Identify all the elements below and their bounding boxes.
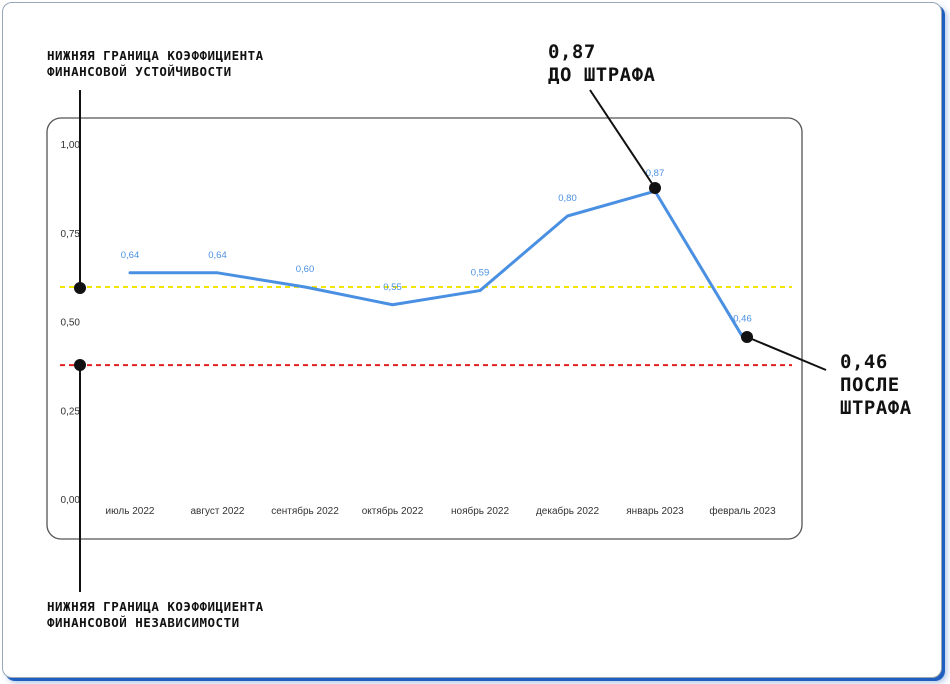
callout-dot-after-penalty	[741, 331, 753, 343]
after-penalty-text-line1: ПОСЛЕ	[840, 374, 900, 396]
x-tick-label: ноябрь 2022	[451, 505, 509, 517]
y-axis-ticks: 0,00 0,25 0,50 0,75 1,00	[61, 140, 81, 506]
after-penalty-value: 0,46	[840, 351, 888, 373]
callouts	[74, 89, 827, 592]
x-tick-label: октябрь 2022	[362, 505, 424, 517]
reference-lines	[60, 286, 792, 367]
x-tick-label: июль 2022	[106, 506, 155, 517]
data-label: 0,55	[383, 282, 402, 293]
x-tick-label: февраль 2023	[709, 505, 776, 517]
outer-frame	[2, 2, 942, 678]
x-tick-label: август 2022	[190, 506, 244, 517]
callout-dot-upper-bound	[74, 282, 86, 294]
callout-dot-lower-bound	[74, 359, 86, 371]
data-label: 0,87	[646, 168, 665, 179]
callout-line-after-penalty	[746, 336, 827, 371]
y-tick-label: 0,50	[61, 318, 81, 329]
data-label: 0,46	[733, 314, 752, 325]
x-tick-label: декабрь 2022	[536, 505, 600, 517]
data-label: 0,64	[208, 250, 227, 261]
y-tick-label: 0,75	[61, 229, 81, 240]
before-penalty-value: 0,87	[548, 41, 596, 63]
plot-box	[46, 117, 803, 540]
x-tick-label: сентябрь 2022	[271, 505, 339, 517]
after-penalty-text-line2: ШТРАФА	[840, 397, 912, 419]
before-penalty-text: ДО ШТРАФА	[548, 64, 656, 86]
callout-dot-before-penalty	[649, 182, 661, 194]
x-tick-label: январь 2023	[626, 506, 684, 517]
series-line	[128, 189, 744, 339]
x-axis-labels: июль 2022 август 2022 сентябрь 2022 октябрь…	[106, 505, 777, 517]
upper-bound-label-line2: ФИНАНСОВОЙ УСТОЙЧИВОСТИ	[47, 64, 232, 79]
data-label: 0,60	[296, 264, 315, 275]
y-tick-label: 0,25	[61, 406, 81, 417]
series-group	[128, 189, 744, 339]
data-label: 0,64	[121, 250, 140, 261]
y-tick-label: 1,00	[61, 140, 81, 151]
callout-line-before-penalty	[589, 89, 656, 189]
y-tick-label: 0,00	[61, 495, 81, 506]
lower-bound-label-line1: НИЖНЯЯ ГРАНИЦА КОЭФФИЦИЕНТА	[47, 599, 264, 614]
data-label: 0,80	[558, 193, 577, 204]
upper-bound-label-line1: НИЖНЯЯ ГРАНИЦА КОЭФФИЦИЕНТА	[47, 48, 264, 63]
lower-bound-label-line2: ФИНАНСОВОЙ НЕЗАВИСИМОСТИ	[47, 615, 240, 630]
data-labels: 0,64 0,64 0,60 0,55 0,59 0,80 0,87 0,46	[121, 168, 752, 325]
data-label: 0,59	[471, 268, 490, 279]
